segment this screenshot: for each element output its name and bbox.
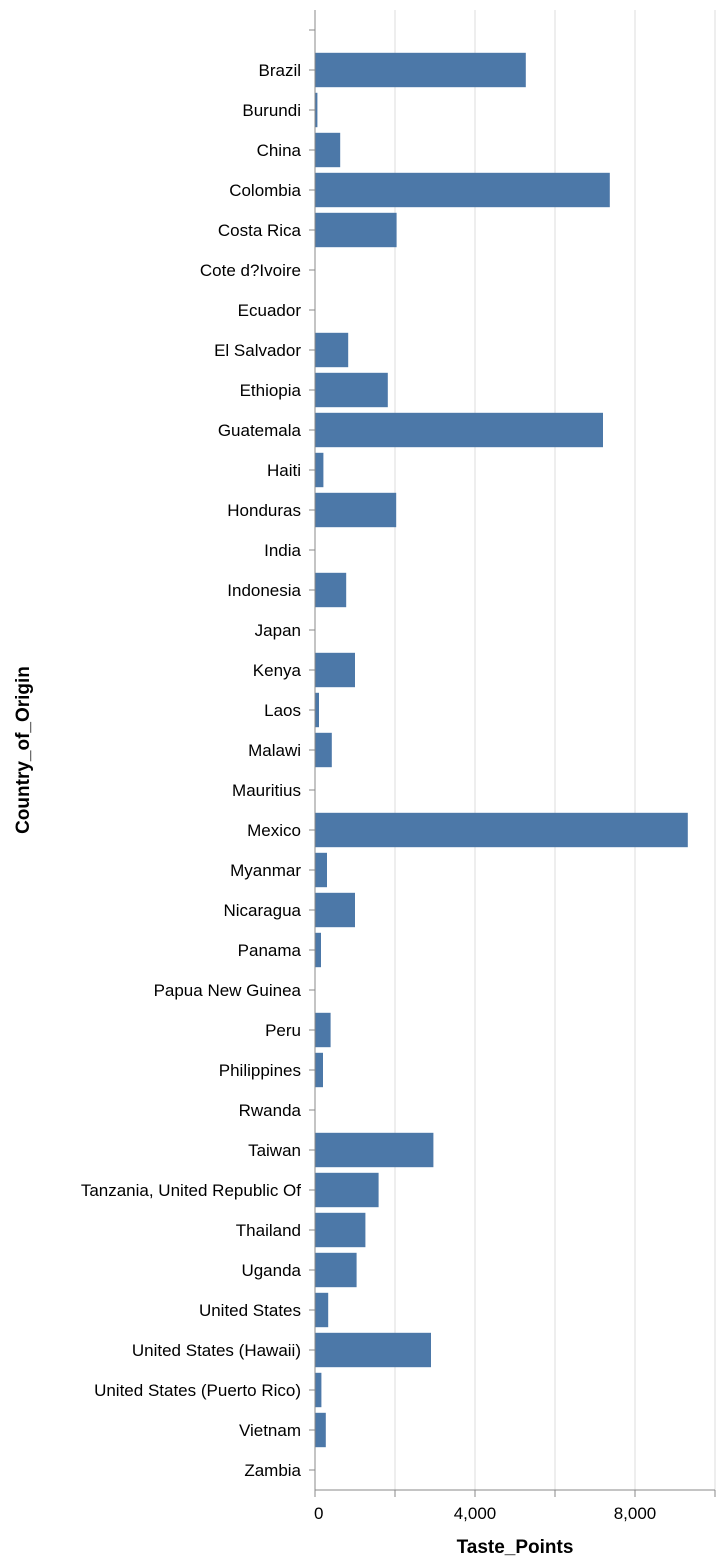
bar: [315, 732, 332, 768]
bar: [315, 1372, 322, 1408]
y-tick-label: United States: [199, 1301, 301, 1320]
y-axis-title: Country_of_Origin: [13, 666, 34, 834]
y-tick-label: Brazil: [258, 61, 301, 80]
x-tick-label: 4,000: [454, 1504, 497, 1523]
x-axis: 0 4,000 8,000: [314, 1489, 716, 1523]
y-tick-label: Honduras: [227, 501, 301, 520]
bar: [315, 812, 688, 848]
y-tick-label: Peru: [265, 1021, 301, 1040]
bar: [315, 92, 318, 128]
y-tick-label: Costa Rica: [218, 221, 302, 240]
y-tick-label: Colombia: [229, 181, 301, 200]
y-tick-label: Cote d?Ivoire: [200, 261, 301, 280]
y-tick-label: Panama: [238, 941, 302, 960]
y-tick-label: Ecuador: [238, 301, 302, 320]
bars: [315, 52, 688, 1448]
y-tick-label: Thailand: [236, 1221, 301, 1240]
y-tick-label: India: [264, 541, 301, 560]
y-tick-label: Guatemala: [218, 421, 302, 440]
y-tick-label: Myanmar: [230, 861, 301, 880]
y-tick-label: Kenya: [253, 661, 302, 680]
y-tick-label: Taiwan: [248, 1141, 301, 1160]
bar: [315, 1292, 329, 1328]
bar: [315, 1332, 431, 1368]
y-tick-label: Vietnam: [239, 1421, 301, 1440]
y-axis: Brazil Burundi China Colombia Costa Rica Cote…: [81, 10, 316, 1490]
y-tick-label: Uganda: [241, 1261, 301, 1280]
bar: [315, 372, 388, 408]
y-tick-label: Nicaragua: [224, 901, 302, 920]
bar: [315, 132, 341, 168]
y-tick-label: United States (Puerto Rico): [94, 1381, 301, 1400]
x-tick-label: 0: [314, 1504, 323, 1523]
bar: [315, 932, 321, 968]
bar: [315, 1412, 326, 1448]
bar: [315, 1012, 331, 1048]
bar: [315, 1172, 379, 1208]
bar: [315, 452, 324, 488]
y-tick-label: Japan: [255, 621, 301, 640]
y-tick-label: United States (Hawaii): [132, 1341, 301, 1360]
y-tick-label: Haiti: [267, 461, 301, 480]
bar: [315, 652, 355, 688]
y-tick-label: Indonesia: [227, 581, 301, 600]
bar: [315, 332, 349, 368]
x-tick-label: 8,000: [614, 1504, 657, 1523]
bar: [315, 1252, 357, 1288]
bar: [315, 492, 397, 528]
bar: [315, 1212, 366, 1248]
bar: [315, 1052, 323, 1088]
y-tick-label: Tanzania, United Republic Of: [81, 1181, 301, 1200]
y-tick-label: Laos: [264, 701, 301, 720]
y-tick-label: Philippines: [219, 1061, 301, 1080]
y-tick-label: Mexico: [247, 821, 301, 840]
bar: [315, 172, 610, 208]
bar: [315, 892, 355, 928]
bar: [315, 572, 347, 608]
bar: [315, 852, 327, 888]
y-tick-label: Malawi: [248, 741, 301, 760]
bar: [315, 412, 603, 448]
bar: [315, 1132, 434, 1168]
y-tick-label: Burundi: [242, 101, 301, 120]
y-tick-label: El Salvador: [214, 341, 301, 360]
y-tick-label: Papua New Guinea: [154, 981, 302, 1000]
y-tick-label: Zambia: [244, 1461, 301, 1480]
y-tick-label: China: [257, 141, 302, 160]
bar: [315, 52, 526, 88]
gridlines: [394, 10, 716, 1490]
bar: [315, 212, 397, 248]
y-tick-label: Ethiopia: [240, 381, 302, 400]
y-tick-label: Rwanda: [239, 1101, 302, 1120]
y-tick-label: Mauritius: [232, 781, 301, 800]
x-axis-title: Taste_Points: [457, 1537, 574, 1558]
bar: [315, 692, 319, 728]
